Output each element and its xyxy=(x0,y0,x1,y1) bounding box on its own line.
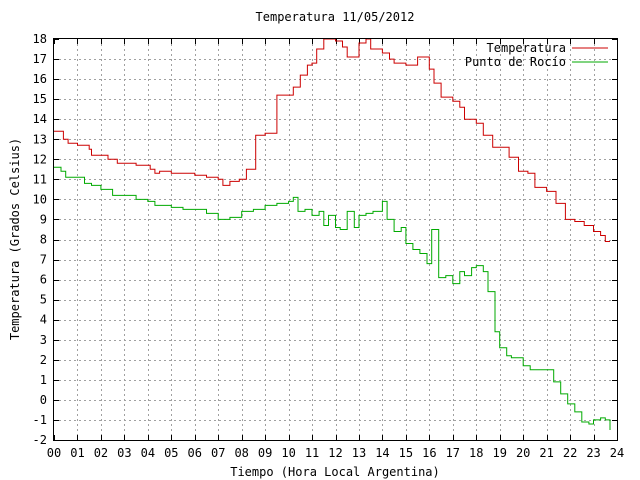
x-tick-label: 12 xyxy=(328,446,342,460)
x-tick-label: 19 xyxy=(492,446,506,460)
plot-frame xyxy=(53,38,618,441)
y-tick-label: 2 xyxy=(40,353,47,367)
series-layer xyxy=(54,38,611,430)
y-tick-label: -1 xyxy=(33,413,47,427)
y-tick-label: 16 xyxy=(33,72,47,86)
y-tick-label: 12 xyxy=(33,152,47,166)
x-tick-label: 18 xyxy=(469,446,483,460)
y-tick-label: 17 xyxy=(33,52,47,66)
x-tick-label: 07 xyxy=(211,446,225,460)
x-tick-label: 05 xyxy=(164,446,178,460)
y-tick-label: 3 xyxy=(40,333,47,347)
x-tick-label: 00 xyxy=(47,446,61,460)
x-tick-label: 09 xyxy=(258,446,272,460)
chart-title: Temperatura 11/05/2012 xyxy=(256,10,415,24)
x-tick-label: 13 xyxy=(352,446,366,460)
x-tick-label: 02 xyxy=(94,446,108,460)
x-tick-labels: 00 01 02 03 04 05 06 07 08 09 10 11 12 13 14 15 16 17 18 19… xyxy=(47,446,624,460)
y-tick-label: 18 xyxy=(33,32,47,46)
y-tick-label: 15 xyxy=(33,92,47,106)
y-tick-label: 6 xyxy=(40,273,47,287)
y-tick-label: 9 xyxy=(40,212,47,226)
grid xyxy=(54,39,617,440)
x-tick-label: 14 xyxy=(375,446,389,460)
x-tick-label: 16 xyxy=(422,446,436,460)
y-tick-label: 4 xyxy=(40,313,47,327)
x-axis-label: Tiempo (Hora Local Argentina) xyxy=(230,465,440,479)
series-line-temperatura xyxy=(54,38,610,242)
x-tick-label: 01 xyxy=(70,446,84,460)
x-tick-label: 08 xyxy=(234,446,248,460)
y-tick-label: 1 xyxy=(40,373,47,387)
x-tick-label: 11 xyxy=(305,446,319,460)
y-tick-label: 14 xyxy=(33,112,47,126)
y-tick-label: 11 xyxy=(33,172,47,186)
y-tick-label: 0 xyxy=(40,393,47,407)
legend-label-temperatura: Temperatura xyxy=(487,41,566,55)
x-tick-label: 20 xyxy=(516,446,530,460)
y-tick-label: 13 xyxy=(33,132,47,146)
y-tick-label: -2 xyxy=(33,433,47,447)
x-tick-label: 10 xyxy=(281,446,295,460)
axis-ticks xyxy=(54,39,618,441)
x-tick-label: 17 xyxy=(446,446,460,460)
x-tick-label: 21 xyxy=(539,446,553,460)
y-tick-label: 10 xyxy=(33,192,47,206)
legend-label-punto-de-rocio: Punto de Rocío xyxy=(465,55,566,69)
x-tick-label: 03 xyxy=(117,446,131,460)
legend: Temperatura Punto de Rocío xyxy=(465,41,608,69)
y-tick-label: 8 xyxy=(40,233,47,247)
x-tick-label: 04 xyxy=(141,446,155,460)
x-tick-label: 22 xyxy=(563,446,577,460)
x-tick-label: 15 xyxy=(399,446,413,460)
y-tick-label: 5 xyxy=(40,293,47,307)
x-tick-label: 06 xyxy=(188,446,202,460)
x-tick-label: 24 xyxy=(610,446,624,460)
x-tick-label: 23 xyxy=(586,446,600,460)
y-axis-label: Temperatura (Grados Celsius) xyxy=(8,138,22,340)
y-tick-label: 7 xyxy=(40,253,47,267)
series-line-punto-de-rocio xyxy=(54,166,611,430)
